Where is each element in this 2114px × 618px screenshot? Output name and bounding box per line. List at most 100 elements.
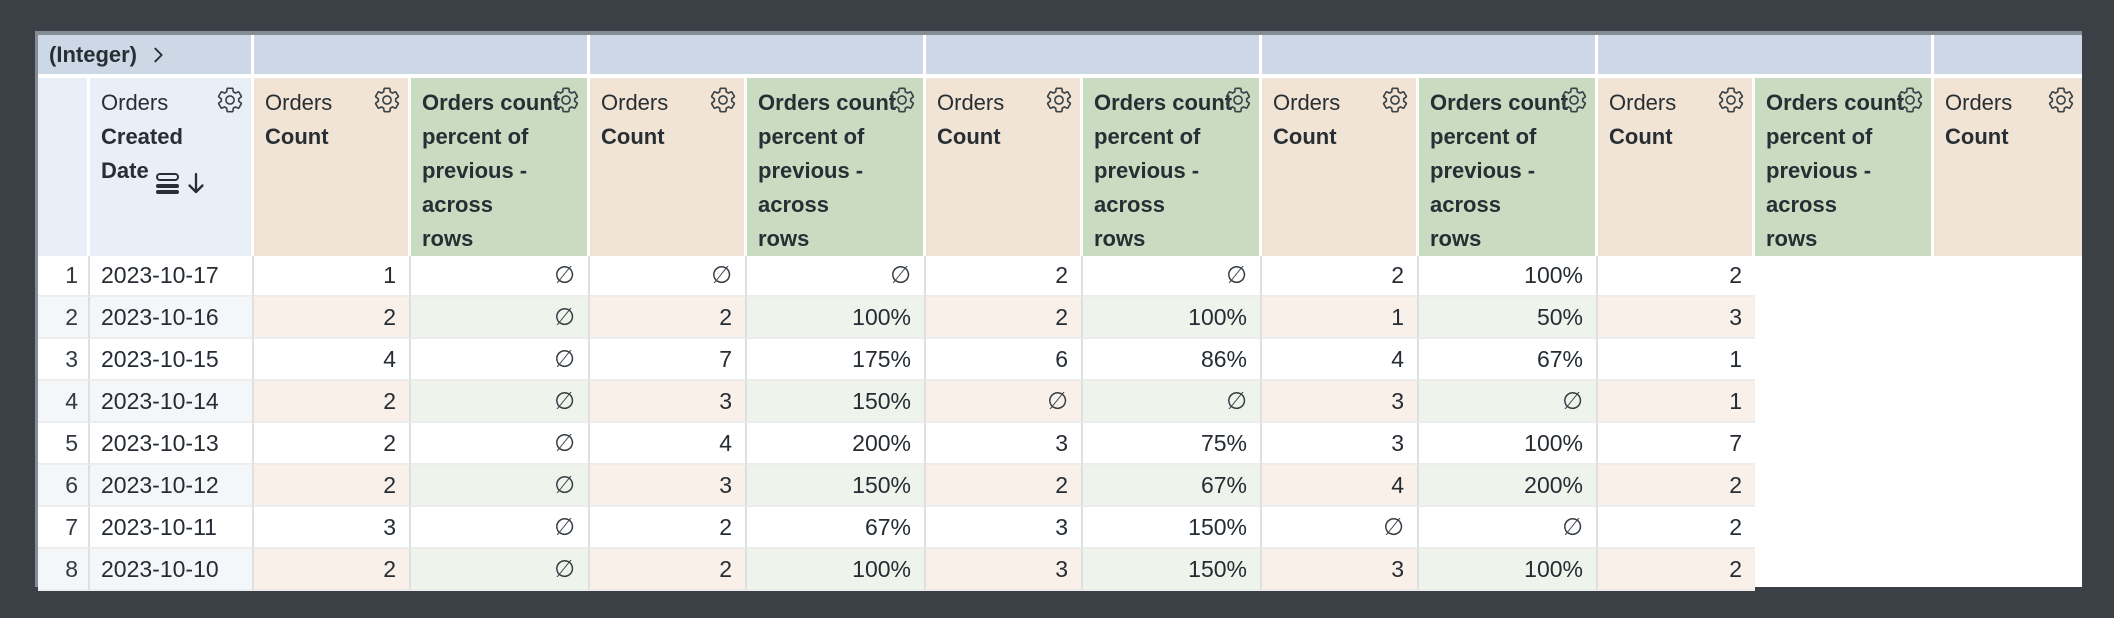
- count-cell[interactable]: 6: [926, 339, 1083, 381]
- count-cell[interactable]: 4: [1262, 465, 1419, 507]
- gear-icon[interactable]: [2047, 86, 2075, 114]
- date-cell[interactable]: 2023-10-10: [90, 549, 254, 591]
- count-cell[interactable]: 2: [590, 549, 747, 591]
- count-cell[interactable]: 7: [590, 339, 747, 381]
- date-cell[interactable]: 2023-10-11: [90, 507, 254, 549]
- count-cell[interactable]: 4: [1262, 339, 1419, 381]
- gear-icon[interactable]: [1381, 86, 1409, 114]
- column-header-percent-calc[interactable]: Orders count percent of previous - acros…: [1083, 78, 1262, 256]
- gear-icon[interactable]: [373, 86, 401, 114]
- count-cell[interactable]: 1: [1598, 339, 1755, 381]
- date-cell[interactable]: 2023-10-16: [90, 297, 254, 339]
- percent-cell[interactable]: 100%: [1083, 297, 1262, 339]
- date-cell[interactable]: 2023-10-13: [90, 423, 254, 465]
- percent-cell[interactable]: 86%: [1083, 339, 1262, 381]
- count-cell[interactable]: ∅: [590, 255, 747, 297]
- percent-cell[interactable]: 50%: [1419, 297, 1598, 339]
- percent-cell[interactable]: 100%: [747, 297, 926, 339]
- gear-icon[interactable]: [709, 86, 737, 114]
- gear-icon[interactable]: [1560, 86, 1588, 114]
- column-header-orders-count[interactable]: Orders Count: [1262, 78, 1419, 256]
- count-cell[interactable]: 1: [1598, 381, 1755, 423]
- count-cell[interactable]: 2: [926, 297, 1083, 339]
- count-cell[interactable]: 1: [1262, 297, 1419, 339]
- column-header-orders-count[interactable]: Orders Count: [254, 78, 411, 256]
- percent-cell[interactable]: 200%: [747, 423, 926, 465]
- gear-icon[interactable]: [216, 86, 244, 114]
- percent-cell[interactable]: 100%: [1419, 549, 1598, 591]
- percent-cell[interactable]: 150%: [747, 381, 926, 423]
- percent-cell[interactable]: ∅: [411, 423, 590, 465]
- gear-icon[interactable]: [1045, 86, 1073, 114]
- percent-cell[interactable]: 67%: [747, 507, 926, 549]
- percent-cell[interactable]: 75%: [1083, 423, 1262, 465]
- percent-cell[interactable]: 100%: [1419, 255, 1598, 297]
- percent-cell[interactable]: 100%: [747, 549, 926, 591]
- count-cell[interactable]: 7: [1598, 423, 1755, 465]
- percent-cell[interactable]: 67%: [1419, 339, 1598, 381]
- percent-cell[interactable]: ∅: [1083, 255, 1262, 297]
- column-header-percent-calc[interactable]: Orders count percent of previous - acros…: [1419, 78, 1598, 256]
- column-header-orders-count[interactable]: Orders Count: [590, 78, 747, 256]
- count-cell[interactable]: 4: [254, 339, 411, 381]
- percent-cell[interactable]: ∅: [411, 549, 590, 591]
- count-cell[interactable]: 2: [1598, 465, 1755, 507]
- count-cell[interactable]: 2: [1262, 255, 1419, 297]
- count-cell[interactable]: ∅: [1262, 507, 1419, 549]
- percent-cell[interactable]: 175%: [747, 339, 926, 381]
- count-cell[interactable]: 3: [1262, 381, 1419, 423]
- count-cell[interactable]: 1: [254, 255, 411, 297]
- date-cell[interactable]: 2023-10-17: [90, 255, 254, 297]
- percent-cell[interactable]: 200%: [1419, 465, 1598, 507]
- count-cell[interactable]: 2: [926, 255, 1083, 297]
- chevron-right-icon[interactable]: [147, 44, 169, 66]
- percent-cell[interactable]: ∅: [411, 465, 590, 507]
- count-cell[interactable]: 2: [590, 507, 747, 549]
- count-cell[interactable]: 2: [254, 549, 411, 591]
- column-header-orders-count[interactable]: Orders Count: [1598, 78, 1755, 256]
- count-cell[interactable]: ∅: [926, 381, 1083, 423]
- percent-cell[interactable]: ∅: [1419, 381, 1598, 423]
- percent-cell[interactable]: 100%: [1419, 423, 1598, 465]
- sort-indicator[interactable]: [155, 171, 208, 197]
- percent-cell[interactable]: ∅: [747, 255, 926, 297]
- count-cell[interactable]: 2: [254, 465, 411, 507]
- percent-cell[interactable]: ∅: [411, 339, 590, 381]
- count-cell[interactable]: 3: [926, 549, 1083, 591]
- percent-cell[interactable]: ∅: [411, 381, 590, 423]
- column-header-orders-count[interactable]: Orders Count: [926, 78, 1083, 256]
- gear-icon[interactable]: [552, 86, 580, 114]
- gear-icon[interactable]: [1896, 86, 1924, 114]
- count-cell[interactable]: 2: [254, 423, 411, 465]
- count-cell[interactable]: 2: [254, 297, 411, 339]
- percent-cell[interactable]: 150%: [747, 465, 926, 507]
- percent-cell[interactable]: 150%: [1083, 507, 1262, 549]
- count-cell[interactable]: 2: [1598, 549, 1755, 591]
- count-cell[interactable]: 3: [926, 423, 1083, 465]
- gear-icon[interactable]: [1224, 86, 1252, 114]
- count-cell[interactable]: 2: [590, 297, 747, 339]
- count-cell[interactable]: 3: [1598, 297, 1755, 339]
- date-cell[interactable]: 2023-10-14: [90, 381, 254, 423]
- count-cell[interactable]: 3: [1262, 423, 1419, 465]
- count-cell[interactable]: 3: [926, 507, 1083, 549]
- date-cell[interactable]: 2023-10-12: [90, 465, 254, 507]
- count-cell[interactable]: 4: [590, 423, 747, 465]
- count-cell[interactable]: 3: [590, 465, 747, 507]
- date-cell[interactable]: 2023-10-15: [90, 339, 254, 381]
- percent-cell[interactable]: ∅: [411, 297, 590, 339]
- gear-icon[interactable]: [888, 86, 916, 114]
- percent-cell[interactable]: 67%: [1083, 465, 1262, 507]
- percent-cell[interactable]: ∅: [411, 255, 590, 297]
- percent-cell[interactable]: ∅: [1419, 507, 1598, 549]
- count-cell[interactable]: 2: [926, 465, 1083, 507]
- count-cell[interactable]: 3: [254, 507, 411, 549]
- gear-icon[interactable]: [1717, 86, 1745, 114]
- count-cell[interactable]: 2: [1598, 255, 1755, 297]
- column-header-percent-calc[interactable]: Orders count percent of previous - acros…: [747, 78, 926, 256]
- pivot-field-header[interactable]: (Integer): [38, 35, 254, 74]
- count-cell[interactable]: 3: [1262, 549, 1419, 591]
- percent-cell[interactable]: 150%: [1083, 549, 1262, 591]
- column-header-orders-count[interactable]: Orders Count: [1934, 78, 2082, 256]
- column-header-percent-calc[interactable]: Orders count percent of previous - acros…: [411, 78, 590, 256]
